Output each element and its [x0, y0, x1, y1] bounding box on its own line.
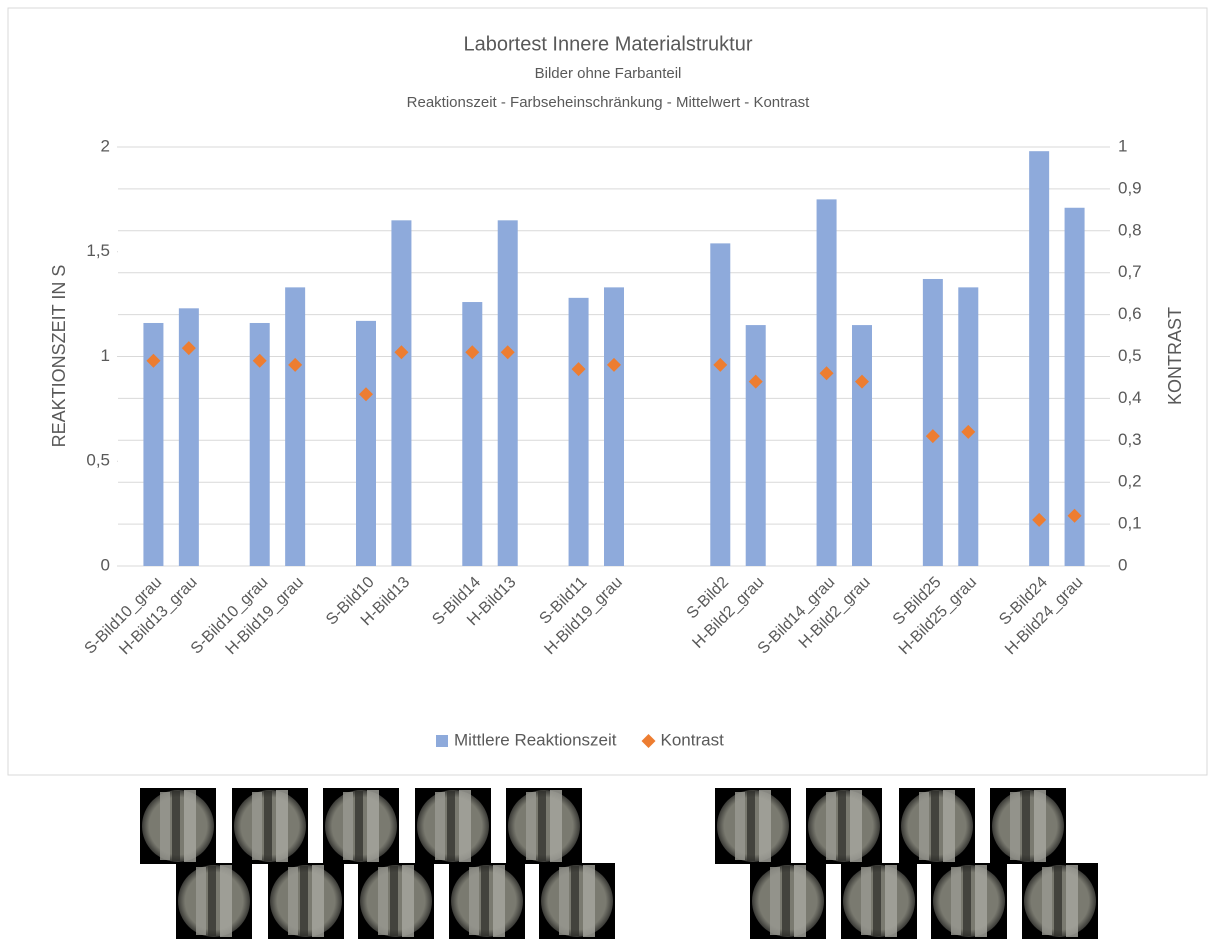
marker	[961, 424, 976, 439]
bar	[1029, 151, 1050, 566]
thumbnail	[268, 863, 344, 939]
chart-title: Labortest Innere Materialstruktur	[463, 33, 752, 55]
marker	[181, 341, 196, 356]
legend-label: Mittlere Reaktionszeit	[454, 730, 617, 749]
bar	[568, 297, 589, 566]
marker	[748, 374, 763, 389]
marker	[1067, 508, 1082, 523]
marker	[146, 353, 161, 368]
y2-tick-label: 0,6	[1118, 304, 1142, 323]
bar	[356, 320, 376, 566]
marker	[500, 345, 515, 360]
y-tick-label: 0,5	[86, 451, 110, 470]
thumbnail	[358, 863, 434, 939]
thumbnail	[323, 788, 399, 864]
y-tick-label: 1,5	[86, 241, 110, 260]
bar	[462, 302, 483, 566]
bar	[143, 322, 164, 566]
marker	[607, 357, 621, 372]
marker	[359, 387, 373, 402]
y2-tick-label: 0,2	[1118, 472, 1142, 491]
marker	[394, 345, 409, 360]
y2-tick-label: 0,5	[1118, 346, 1142, 365]
marker	[925, 429, 940, 444]
y2-tick-label: 0,1	[1118, 514, 1142, 533]
chart-subtitle: Bilder ohne Farbanteil	[535, 65, 682, 82]
marker	[1032, 512, 1047, 527]
bar	[816, 199, 837, 566]
legend-label: Kontrast	[661, 730, 725, 749]
marker	[713, 357, 728, 372]
y-tick-label: 0	[101, 555, 110, 574]
marker	[855, 374, 869, 389]
thumbnail	[750, 863, 826, 939]
thumbnail	[506, 788, 582, 864]
y2-tick-label: 0,9	[1118, 178, 1142, 197]
marker	[571, 362, 586, 377]
thumbnail	[140, 788, 216, 864]
y-tick-label: 2	[101, 136, 110, 155]
y2-tick-label: 0,7	[1118, 262, 1142, 281]
thumbnail	[931, 863, 1007, 939]
chart-subtitle: Reaktionszeit - Farbseheinschränkung - M…	[407, 94, 810, 111]
legend-swatch	[641, 734, 656, 748]
thumbnail	[539, 863, 615, 939]
bar	[745, 325, 766, 566]
thumbnail	[899, 788, 975, 864]
marker	[288, 357, 303, 372]
y2-tick-label: 0,8	[1118, 220, 1142, 239]
y-tick-label: 1	[101, 346, 110, 365]
y2-tick-label: 0,4	[1118, 388, 1142, 407]
thumbnail	[841, 863, 917, 939]
y-axis-title: REAKTIONSZEIT IN S	[49, 265, 69, 448]
y2-tick-label: 0	[1118, 555, 1127, 574]
marker	[252, 353, 267, 368]
bar	[497, 220, 518, 566]
bar	[391, 220, 412, 566]
thumbnail	[415, 788, 491, 864]
bar	[1064, 207, 1085, 566]
thumbnails	[140, 788, 1098, 939]
marker	[819, 366, 834, 381]
thumbnail	[232, 788, 308, 864]
bar	[604, 287, 624, 566]
bar	[710, 243, 731, 566]
thumbnail	[176, 863, 252, 939]
y2-tick-label: 0,3	[1118, 430, 1142, 449]
marker	[465, 345, 480, 360]
legend: Mittlere Reaktionszeit Kontrast	[436, 730, 724, 749]
y2-axis-title: KONTRAST	[1165, 307, 1185, 405]
y2-tick-label: 1	[1118, 136, 1127, 155]
thumbnail	[1022, 863, 1098, 939]
thumbnail	[715, 788, 791, 864]
thumbnail	[449, 863, 525, 939]
bar	[922, 278, 943, 566]
thumbnail	[806, 788, 882, 864]
legend-swatch	[436, 735, 448, 747]
bar	[178, 308, 199, 566]
thumbnail	[990, 788, 1066, 864]
bar	[285, 287, 306, 566]
bar	[249, 322, 270, 566]
bar	[852, 325, 872, 566]
